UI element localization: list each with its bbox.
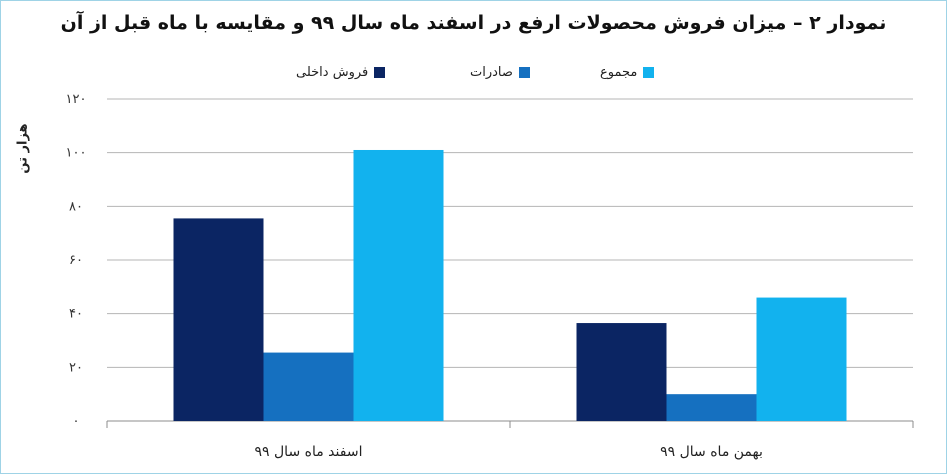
bar-domestic-sales-0 [173,218,264,421]
bar-domestic-sales-1 [576,323,667,421]
y-tick-label-60: ۶۰ [69,253,83,268]
x-category-label-0: اسفند ماه سال ۹۹ [255,444,363,460]
x-category-label-1: بهمن ماه سال ۹۹ [660,444,763,460]
legend-item-domestic-sales: فروش داخلی [296,62,386,82]
y-tick-label-120: ۱۲۰ [66,92,87,107]
y-tick-label-80: ۸۰ [69,199,83,214]
chart-legend: فروش داخلی صادرات مجموع [0,62,947,82]
legend-swatch-total [643,66,655,78]
legend-item-exports: صادرات [470,62,530,82]
bar-total-0 [353,149,444,421]
legend-swatch-domestic-sales [374,66,386,78]
y-tick-label-100: ۱۰۰ [66,146,87,161]
legend-swatch-exports [518,66,530,78]
chart-title: نمودار ۲ – میزان فروش محصولات ارفع در اس… [60,12,887,34]
bar-total-1 [756,297,847,421]
y-tick-label-0: ۰ [73,414,80,429]
legend-label-total: مجموع [600,64,638,80]
y-tick-label-40: ۴۰ [69,307,83,322]
bar-exports-1 [666,394,757,421]
legend-label-domestic-sales: فروش داخلی [296,64,369,80]
legend-label-exports: صادرات [470,64,513,80]
y-tick-label-20: ۲۰ [69,360,83,375]
legend-item-total: مجموع [600,62,655,82]
bar-exports-0 [263,352,354,421]
